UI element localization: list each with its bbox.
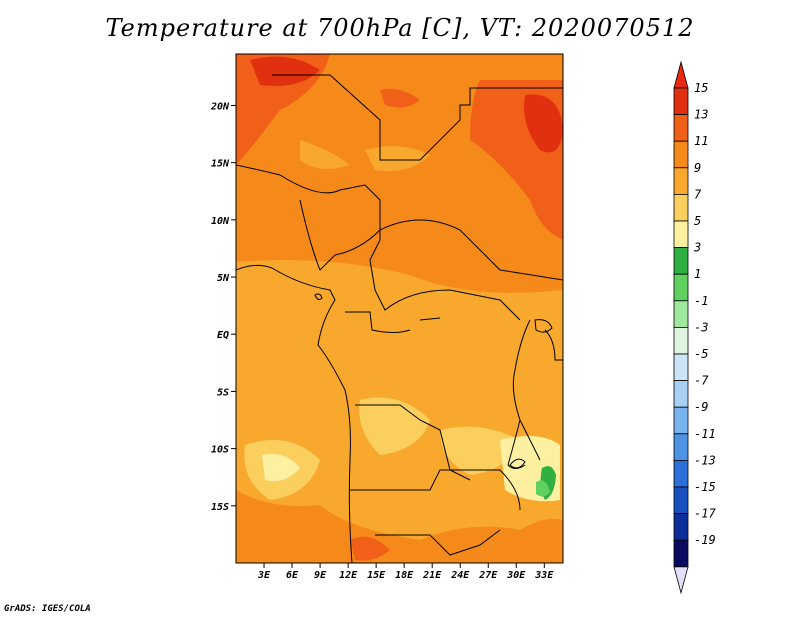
colorbar-swatch xyxy=(673,140,689,169)
colorbar-swatch xyxy=(673,193,689,222)
colorbar-swatch xyxy=(673,380,689,408)
map-frame xyxy=(235,53,564,564)
lon-tick-label: 33E xyxy=(534,570,554,581)
colorbar-level-label: -1 xyxy=(694,294,708,308)
country-borders xyxy=(236,74,563,563)
colorbar-swatch xyxy=(673,326,689,355)
latitude-axis: 20N 15N 10N 5N EQ 5S 10S 15S xyxy=(210,101,236,513)
lat-tick-label: 15N xyxy=(211,159,230,170)
chart-title: Temperature at 700hPa [C], VT: 202007051… xyxy=(105,14,695,42)
lon-tick-label: 12E xyxy=(339,570,358,581)
lon-tick-label: 24E xyxy=(450,570,470,581)
lat-tick-label: 10N xyxy=(211,216,230,227)
lakes xyxy=(314,293,553,469)
lon-tick-label: 15E xyxy=(367,570,386,581)
colorbar-level-label: 13 xyxy=(694,108,708,122)
colorbar-swatch xyxy=(673,87,689,116)
colorbar-swatch xyxy=(673,114,689,142)
colorbar-level-label: -13 xyxy=(694,453,716,467)
colorbar-swatch xyxy=(673,167,689,195)
credit-text: GrADS: IGES/COLA xyxy=(4,604,91,614)
lat-tick-label: 5N xyxy=(217,273,230,284)
colorbar-level-label: -17 xyxy=(694,507,716,521)
colorbar-level-label: -15 xyxy=(694,480,716,494)
colorbar-level-label: 11 xyxy=(694,134,708,148)
colorbar-level-label: -3 xyxy=(694,320,708,334)
colorbar-swatch xyxy=(673,513,689,541)
colorbar-swatch xyxy=(673,406,689,435)
colorbar-swatch xyxy=(673,273,689,302)
lon-tick-label: 6E xyxy=(286,570,299,581)
lon-tick-label: 18E xyxy=(395,570,414,581)
colorbar-swatch xyxy=(673,353,689,382)
lon-tick-label: 9E xyxy=(314,570,327,581)
lat-tick-label: 20N xyxy=(210,101,230,112)
colorbar-swatch xyxy=(673,220,689,249)
longitude-axis: 3E 6E 9E 12E 15E 18E 21E 24E 27E 30E 33E xyxy=(257,563,554,581)
temperature-field xyxy=(236,54,563,563)
colorbar-top-arrow xyxy=(673,60,689,89)
colorbar-level-label: -19 xyxy=(694,533,716,547)
colorbar-level-label: 9 xyxy=(694,161,701,175)
lon-tick-label: 27E xyxy=(478,570,498,581)
lon-tick-label: 21E xyxy=(422,570,442,581)
lat-tick-label: 5S xyxy=(217,387,229,398)
colorbar: 15 13 11 9 7 5 3 1 -1 -3 -5 -7 -9 -11 -13 -15 -17 -19 xyxy=(673,60,716,595)
lat-tick-label: 10S xyxy=(211,445,229,456)
colorbar-level-label: 3 xyxy=(693,241,701,255)
lat-tick-label: 15S xyxy=(211,502,229,513)
colorbar-level-label: 15 xyxy=(694,81,708,95)
colorbar-swatch xyxy=(673,247,689,275)
colorbar-level-label: 1 xyxy=(694,267,701,281)
colorbar-swatch xyxy=(673,300,689,328)
colorbar-bottom-arrow xyxy=(673,566,689,595)
colorbar-level-label: -11 xyxy=(694,427,716,441)
lon-tick-label: 3E xyxy=(257,570,271,581)
colorbar-swatch xyxy=(673,486,689,515)
colorbar-swatch xyxy=(673,539,689,568)
colorbar-swatch xyxy=(673,433,689,461)
colorbar-swatch xyxy=(673,459,689,488)
colorbar-level-label: -7 xyxy=(694,374,709,388)
lon-tick-label: 30E xyxy=(506,570,526,581)
colorbar-level-label: -9 xyxy=(694,400,708,414)
colorbar-level-label: 7 xyxy=(694,187,702,201)
lat-tick-label: EQ xyxy=(217,330,229,341)
colorbar-level-label: -5 xyxy=(694,347,708,361)
colorbar-level-label: 5 xyxy=(694,214,701,228)
